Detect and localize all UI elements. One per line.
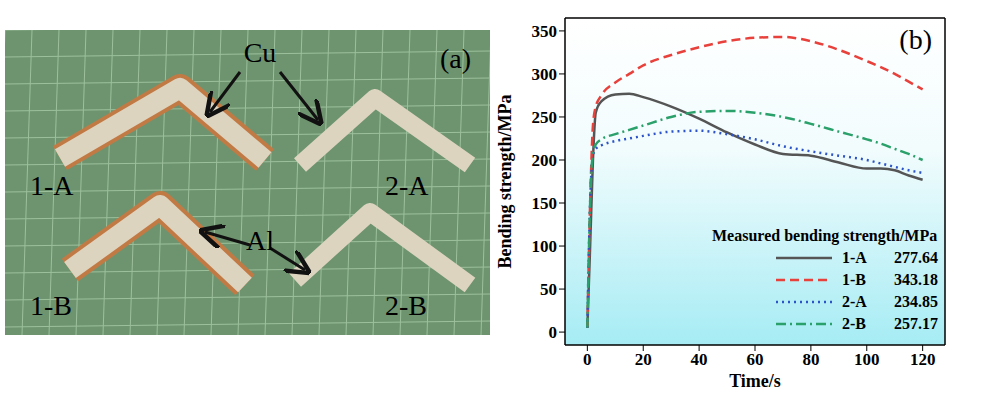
- svg-text:200: 200: [532, 151, 558, 170]
- svg-text:50: 50: [540, 280, 557, 299]
- svg-text:Cu: Cu: [244, 37, 277, 68]
- html-text:277.64: 277.64: [894, 249, 938, 266]
- svg-text:60: 60: [747, 350, 764, 369]
- html-text:1-B: 1-B: [842, 271, 866, 288]
- svg-text:0: 0: [549, 323, 558, 342]
- svg-text:(a): (a): [440, 43, 471, 74]
- html-text:343.18: 343.18: [894, 271, 938, 288]
- svg-text:150: 150: [532, 194, 558, 213]
- svg-text:1-B: 1-B: [30, 290, 72, 321]
- svg-text:120: 120: [910, 350, 936, 369]
- svg-text:Bending strength/MPa: Bending strength/MPa: [495, 94, 515, 268]
- svg-text:2-A: 2-A: [385, 170, 429, 201]
- svg-text:Time/s: Time/s: [729, 371, 781, 391]
- html-text:1-A: 1-A: [842, 249, 867, 266]
- svg-text:100: 100: [532, 237, 558, 256]
- svg-text:20: 20: [635, 350, 652, 369]
- svg-text:40: 40: [691, 350, 708, 369]
- svg-text:80: 80: [802, 350, 819, 369]
- svg-text:Al: Al: [246, 225, 274, 256]
- html-text:2-A: 2-A: [842, 293, 867, 310]
- svg-text:2-B: 2-B: [385, 290, 427, 321]
- svg-text:0: 0: [583, 350, 592, 369]
- html-text:Measured bending strength/MPa: Measured bending strength/MPa: [712, 227, 938, 244]
- html-text:234.85: 234.85: [894, 293, 938, 310]
- svg-text:100: 100: [854, 350, 880, 369]
- svg-text:1-A: 1-A: [30, 170, 74, 201]
- svg-text:300: 300: [532, 65, 558, 84]
- html-text:2-B: 2-B: [842, 315, 866, 332]
- svg-text:350: 350: [532, 22, 558, 41]
- html-text:(b): (b): [899, 24, 932, 55]
- svg-text:250: 250: [532, 108, 558, 127]
- html-text:257.17: 257.17: [894, 315, 938, 332]
